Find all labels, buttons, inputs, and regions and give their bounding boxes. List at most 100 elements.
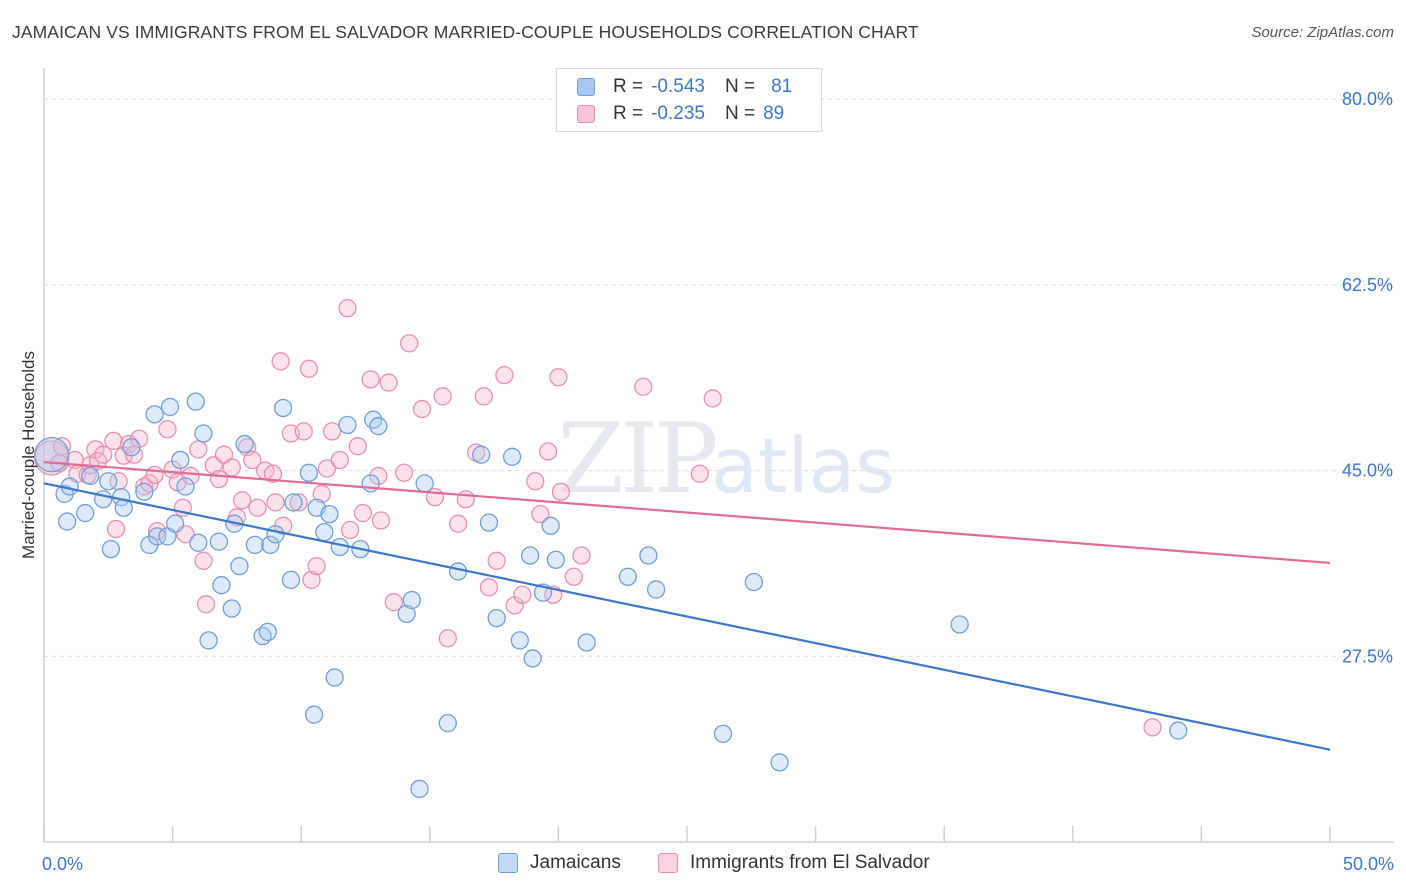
el-salvador-point — [189, 440, 208, 459]
el-salvador-point — [340, 520, 360, 540]
jamaican-point — [415, 474, 434, 493]
el-salvador-point — [531, 504, 550, 524]
jamaican-point — [330, 537, 349, 557]
x-tick-label: 0.0% — [42, 854, 83, 874]
el-salvador-point — [222, 458, 241, 477]
jamaican-point — [770, 753, 789, 772]
jamaican-point — [479, 513, 499, 532]
jamaican-point — [1169, 721, 1188, 740]
jamaican-point — [57, 512, 77, 531]
jamaican-point — [189, 533, 208, 552]
jamaican-point — [212, 576, 231, 595]
jamaican-point — [487, 608, 506, 628]
jamaican-point — [148, 527, 167, 546]
jamaican-point — [713, 724, 733, 743]
legend-swatch-pink — [577, 105, 595, 123]
el-salvador-point — [266, 493, 285, 512]
y-tick-label: 27.5% — [1342, 646, 1393, 666]
jamaican-point — [222, 599, 241, 618]
el-salvador-point — [294, 422, 313, 441]
legend-row-el-salvador: R = -0.235 N = 89 — [577, 102, 784, 126]
jamaican-point — [99, 472, 118, 491]
legend-swatch-pink — [658, 853, 678, 873]
el-salvador-point — [243, 450, 262, 470]
el-salvador-point — [412, 399, 432, 419]
jamaican-point — [523, 649, 542, 668]
legend-row-jamaicans: R = -0.543 N = 81 — [577, 75, 792, 99]
el-salvador-trend-line — [43, 461, 1331, 565]
el-salvador-point — [338, 299, 357, 318]
jamaican-point — [438, 714, 457, 733]
el-salvador-point — [289, 493, 308, 512]
el-salvador-point — [104, 431, 123, 451]
legend-swatch-blue — [498, 853, 518, 873]
jamaican-point — [160, 397, 180, 417]
watermark-zip: ZIP — [557, 403, 716, 515]
x-tick-label: 50.0% — [1343, 854, 1394, 874]
el-salvador-point — [526, 472, 545, 491]
el-salvador-point — [438, 629, 457, 648]
el-salvador-point — [312, 484, 331, 504]
jamaican-point — [76, 503, 95, 523]
el-salvador-point — [549, 368, 568, 387]
el-salvador-point — [361, 370, 380, 389]
legend-item-el-salvador: Immigrants from El Salvador — [658, 852, 930, 874]
el-salvador-point — [302, 570, 321, 590]
y-tick-label: 45.0% — [1342, 461, 1393, 481]
jamaican-point — [369, 416, 388, 436]
jamaican-point — [209, 532, 229, 551]
el-salvador-point — [106, 519, 126, 539]
jamaican-point — [171, 450, 190, 470]
jamaican-point — [410, 779, 429, 799]
el-salvador-point — [271, 352, 290, 371]
el-salvador-point — [94, 445, 113, 464]
jamaican-point — [325, 668, 344, 687]
legend-r-value: -0.543 — [651, 76, 705, 97]
el-salvador-point — [317, 459, 337, 478]
legend-n-label: N = — [724, 103, 756, 124]
jamaican-point — [122, 438, 141, 457]
legend-r-value: -0.235 — [651, 103, 705, 124]
y-tick-label: 62.5% — [1342, 275, 1393, 295]
legend-label-el-salvador: Immigrants from El Salvador — [690, 852, 930, 873]
el-salvador-point — [564, 567, 583, 586]
legend-r-label: R = — [613, 103, 644, 124]
watermark-atlas: atlas — [711, 421, 895, 510]
jamaican-point — [320, 504, 339, 524]
legend-n-label: N = — [724, 76, 756, 97]
jamaican-point — [397, 604, 416, 624]
el-salvador-point — [474, 387, 493, 406]
correlation-legend: R = -0.543 N = 81 R = -0.235 N = 89 — [556, 68, 822, 132]
jamaican-point — [618, 567, 637, 586]
el-salvador-point — [109, 472, 128, 491]
el-salvador-point — [353, 503, 373, 523]
jamaican-point — [274, 398, 293, 418]
legend-n-value: 81 — [771, 76, 793, 97]
y-tick-label: 80.0% — [1342, 89, 1393, 109]
jamaican-point — [950, 615, 969, 634]
axes — [43, 68, 1394, 843]
el-salvador-point — [551, 482, 571, 501]
jamaican-point — [646, 580, 666, 599]
el-salvador-point — [634, 377, 653, 396]
series-pink-points — [34, 299, 1162, 737]
el-salvador-point — [52, 437, 72, 456]
jamaican-point — [402, 590, 421, 610]
jamaican-point — [199, 631, 218, 650]
jamaican-point — [639, 546, 658, 565]
jamaican-point — [34, 437, 70, 473]
tick-labels: 27.5% 45.0% 62.5% 80.0% 0.0% 50.0% — [42, 89, 1394, 874]
jamaican-point — [245, 535, 265, 555]
legend-r-label: R = — [613, 76, 644, 97]
legend-n-value: 89 — [763, 103, 785, 124]
jamaican-point — [176, 477, 195, 496]
legend-item-jamaicans: Jamaicans — [498, 852, 621, 874]
el-salvador-point — [479, 578, 499, 597]
el-salvador-point — [148, 521, 167, 541]
trend-lines — [43, 461, 1331, 751]
jamaican-point — [186, 392, 205, 411]
legend-label-jamaicans: Jamaicans — [530, 852, 621, 873]
el-salvador-point — [379, 373, 398, 392]
jamaican-point — [281, 570, 301, 590]
